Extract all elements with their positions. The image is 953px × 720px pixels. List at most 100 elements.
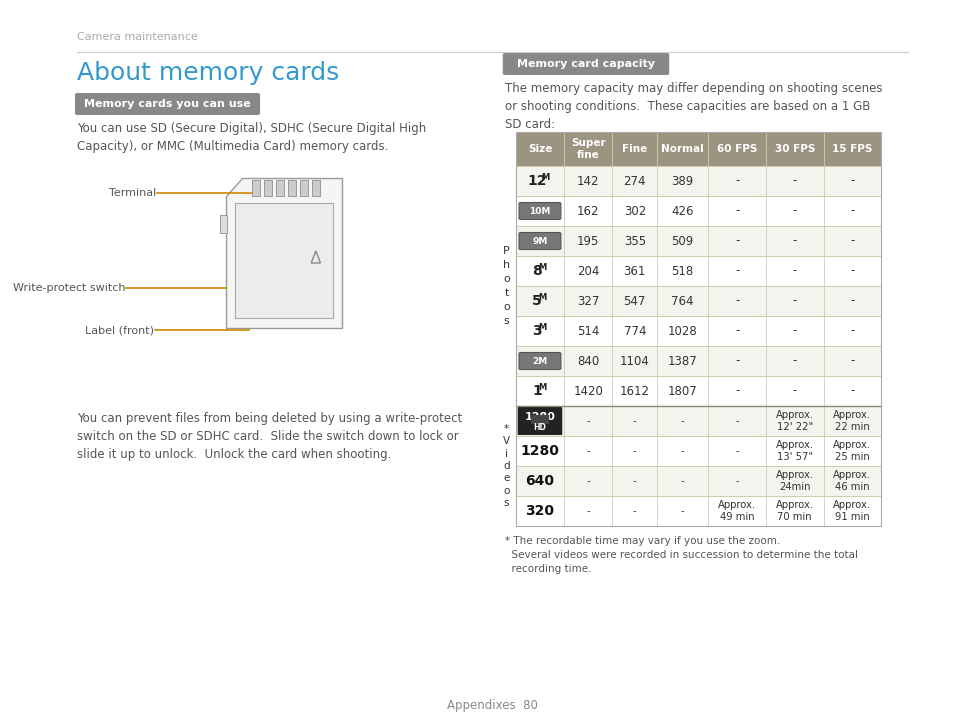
Bar — [275, 180, 284, 196]
Text: 12: 12 — [527, 174, 546, 188]
Bar — [516, 226, 563, 256]
Text: -: - — [792, 384, 796, 397]
Text: 1: 1 — [532, 384, 541, 398]
Bar — [612, 286, 657, 316]
Text: -: - — [734, 264, 739, 277]
Bar — [657, 496, 707, 526]
Text: -: - — [792, 325, 796, 338]
Text: -: - — [734, 235, 739, 248]
Text: Camera maintenance: Camera maintenance — [77, 32, 197, 42]
Bar — [563, 286, 612, 316]
Text: -: - — [734, 384, 739, 397]
Bar — [765, 286, 822, 316]
Text: -: - — [849, 235, 854, 248]
Text: 361: 361 — [623, 264, 645, 277]
Text: -: - — [792, 294, 796, 307]
Bar — [765, 256, 822, 286]
Text: Write-protect switch: Write-protect switch — [12, 283, 125, 293]
Bar — [563, 466, 612, 496]
Bar — [516, 196, 563, 226]
Bar — [657, 132, 707, 166]
Text: -: - — [792, 235, 796, 248]
Bar — [707, 436, 765, 466]
Bar — [516, 376, 563, 406]
Bar — [822, 316, 881, 346]
Text: -: - — [792, 264, 796, 277]
Text: *
V
i
d
e
o
s: * V i d e o s — [502, 424, 510, 508]
Text: -: - — [849, 325, 854, 338]
Text: Approx.
70 min: Approx. 70 min — [775, 500, 813, 522]
Text: Terminal: Terminal — [109, 188, 155, 198]
Bar — [765, 346, 822, 376]
Text: Normal: Normal — [660, 144, 703, 154]
Bar — [516, 132, 563, 166]
Bar — [299, 180, 308, 196]
Text: Approx.
13' 57": Approx. 13' 57" — [775, 440, 813, 462]
Bar — [612, 256, 657, 286]
Text: About memory cards: About memory cards — [77, 61, 338, 85]
Bar — [822, 376, 881, 406]
Bar — [612, 166, 657, 196]
Text: -: - — [680, 506, 684, 516]
Text: -: - — [734, 325, 739, 338]
Bar — [612, 466, 657, 496]
Text: HD: HD — [533, 423, 546, 431]
Bar — [516, 286, 563, 316]
Text: Size: Size — [527, 144, 552, 154]
Bar — [822, 166, 881, 196]
Text: Memory card capacity: Memory card capacity — [517, 59, 655, 69]
Text: -: - — [734, 204, 739, 217]
Bar — [657, 436, 707, 466]
Bar — [516, 316, 881, 346]
Bar — [707, 166, 765, 196]
Text: 840: 840 — [577, 354, 598, 367]
Bar — [765, 226, 822, 256]
Bar — [822, 196, 881, 226]
Text: 1104: 1104 — [619, 354, 649, 367]
Bar — [765, 196, 822, 226]
Bar — [657, 166, 707, 196]
Bar — [516, 406, 881, 436]
Text: M: M — [538, 382, 546, 392]
Bar — [822, 436, 881, 466]
Bar — [707, 346, 765, 376]
Text: Approx.
22 min: Approx. 22 min — [833, 410, 870, 432]
Bar — [563, 406, 612, 436]
Bar — [707, 316, 765, 346]
Text: -: - — [734, 354, 739, 367]
Text: -: - — [849, 294, 854, 307]
FancyBboxPatch shape — [502, 53, 668, 75]
Text: -: - — [586, 416, 590, 426]
Text: 162: 162 — [577, 204, 598, 217]
Bar — [657, 196, 707, 226]
Bar — [707, 226, 765, 256]
Text: M: M — [538, 263, 546, 271]
Bar — [563, 346, 612, 376]
Text: Approx.
24min: Approx. 24min — [775, 470, 813, 492]
Bar — [765, 316, 822, 346]
Bar — [657, 316, 707, 346]
Bar — [312, 180, 320, 196]
Bar — [657, 376, 707, 406]
Text: -: - — [849, 264, 854, 277]
Bar — [516, 346, 881, 376]
Text: 426: 426 — [671, 204, 693, 217]
Bar — [563, 256, 612, 286]
Text: -: - — [633, 506, 636, 516]
Bar — [612, 196, 657, 226]
Text: Fine: Fine — [621, 144, 647, 154]
Text: -: - — [849, 384, 854, 397]
Bar — [252, 180, 260, 196]
Text: -: - — [792, 174, 796, 187]
Bar — [707, 196, 765, 226]
Text: 302: 302 — [623, 204, 645, 217]
Bar — [765, 406, 822, 436]
Bar — [822, 496, 881, 526]
Text: 327: 327 — [577, 294, 598, 307]
Text: -: - — [735, 476, 739, 486]
Bar — [516, 496, 563, 526]
Bar — [530, 415, 549, 424]
Bar — [765, 166, 822, 196]
Bar — [612, 132, 657, 166]
Bar — [612, 436, 657, 466]
